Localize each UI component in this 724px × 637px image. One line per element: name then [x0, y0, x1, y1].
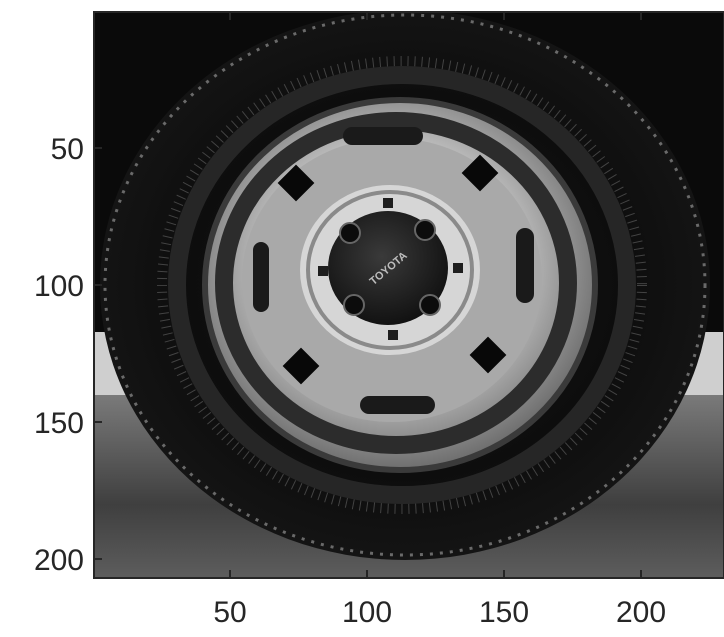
axes-frame [93, 11, 724, 579]
rim-slot-right [516, 228, 534, 303]
tire-tread-edge [103, 13, 707, 557]
photo: TOYOTA [94, 12, 724, 578]
rivet-1 [383, 198, 393, 208]
x-tick-label: 100 [342, 596, 392, 629]
x-axis [229, 12, 642, 578]
lug-nut-3 [419, 294, 441, 316]
rim-slot-top [343, 127, 423, 145]
y-tick-labels: 50 100 150 200 [34, 133, 84, 577]
rivet-4 [318, 266, 328, 276]
hub-ring-inner [306, 190, 474, 350]
tire-sidewall-edge [168, 66, 636, 504]
y-tick-label: 50 [51, 133, 84, 166]
rim-outer-ring [202, 97, 598, 473]
rivet-3 [388, 330, 398, 340]
x-tick-label: 50 [213, 596, 246, 629]
lug-nut-4 [343, 294, 365, 316]
x-tick-label: 200 [616, 596, 666, 629]
rim-hole-4 [282, 347, 320, 385]
lug-nut-2 [414, 219, 436, 241]
rim-hole-2 [461, 154, 499, 192]
tire-sidewall-stubs [157, 56, 647, 514]
x-tick-labels: 50 100 150 200 [213, 596, 666, 629]
rivet-2 [453, 263, 463, 273]
rim-groove [215, 112, 577, 454]
y-axis [94, 147, 102, 560]
x-tick-label: 150 [479, 596, 529, 629]
lug-nut-1 [339, 222, 361, 244]
rim-slot-bottom [360, 396, 435, 414]
y-tick-label: 200 [34, 544, 84, 577]
y-tick-label: 100 [34, 270, 84, 303]
rim-slot-left [253, 242, 269, 312]
rim-hole-1 [277, 164, 315, 202]
rim-hole-3 [469, 336, 507, 374]
y-tick-label: 150 [34, 407, 84, 440]
